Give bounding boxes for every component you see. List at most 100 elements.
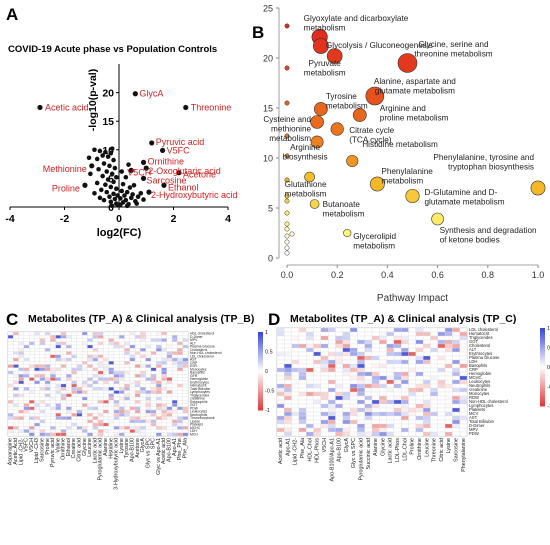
panel-c-column-label: Lysine xyxy=(119,438,125,453)
panel-c-cell xyxy=(29,370,35,375)
panel-c-cell xyxy=(103,422,109,427)
panel-a-point-label: Proline xyxy=(52,183,80,193)
panel-c-cell xyxy=(166,331,173,336)
panel-c-cell xyxy=(150,364,157,368)
panel-c-cell xyxy=(23,374,30,378)
panel-c-cell xyxy=(92,370,99,375)
panel-d-cell xyxy=(452,415,460,421)
panel-c-cell xyxy=(81,383,88,388)
panel-d-cell xyxy=(437,387,446,393)
panel-d-cell xyxy=(379,335,387,341)
panel-b-pathway-label-line: Phenylalanine, tyrosine and xyxy=(433,153,534,162)
panel-b-pathway-label-line: D-Glutamine and D- xyxy=(425,188,498,197)
panel-c-cell xyxy=(66,370,72,375)
panel-c-cell xyxy=(171,416,178,420)
panel-c-cell xyxy=(44,426,51,430)
panel-c-cell xyxy=(113,413,120,417)
panel-d-cell xyxy=(328,347,336,353)
panel-c-cell xyxy=(92,383,99,388)
panel-c-cell xyxy=(177,429,183,433)
panel-c-cell xyxy=(97,374,104,378)
panel-c-cell xyxy=(29,387,35,391)
panel-c-cell xyxy=(113,429,120,433)
panel-d-cell xyxy=(320,327,329,333)
panel-d-cell xyxy=(357,399,365,405)
panel-c-colorbar-swatch xyxy=(258,355,263,358)
panel-c-cell xyxy=(103,400,109,404)
panel-c-cell xyxy=(166,396,173,401)
panel-c-cell xyxy=(150,361,157,365)
panel-c-cell xyxy=(124,406,130,411)
panel-c-cell xyxy=(60,432,67,437)
panel-c-cell xyxy=(97,429,104,433)
panel-c-cell xyxy=(129,390,136,394)
panel-d-cell xyxy=(364,411,373,417)
panel-c-cell xyxy=(39,357,46,362)
panel-c-cell xyxy=(71,413,77,417)
panel-c-column-label: Ornithine xyxy=(61,438,67,460)
panel-c-cell xyxy=(13,354,19,359)
panel-c-cell xyxy=(23,335,30,339)
panel-d-cell xyxy=(423,387,431,393)
panel-d-cell xyxy=(364,351,373,357)
panel-d-cell xyxy=(342,343,351,349)
panel-d-cell xyxy=(401,335,409,341)
panel-c-colorbar-swatch xyxy=(258,386,263,390)
panel-c-cell xyxy=(7,374,14,378)
panel-d-cell xyxy=(276,367,285,373)
panel-d-colorbar-swatch xyxy=(540,404,545,407)
panel-c-cell xyxy=(34,370,40,375)
panel-d-cell xyxy=(349,371,358,377)
panel-c-cell xyxy=(29,341,35,346)
panel-c-cell xyxy=(182,403,189,407)
panel-c-column-label: Phe_Ala xyxy=(182,438,188,458)
panel-c-cell xyxy=(103,403,109,407)
panel-d-cell xyxy=(379,419,387,425)
panel-b-pathway-label-line: proline metabolism xyxy=(380,114,449,123)
panel-d-cell xyxy=(349,399,358,405)
panel-c-cell xyxy=(150,348,157,352)
panel-c-cell xyxy=(119,370,125,375)
panel-d-cell xyxy=(349,335,358,341)
panel-a-point xyxy=(112,196,118,202)
panel-d-cell xyxy=(320,383,329,389)
panel-d-cell xyxy=(298,359,307,365)
panel-c-cell xyxy=(18,344,25,349)
panel-c-cell xyxy=(97,338,104,342)
panel-c-cell xyxy=(119,361,125,365)
panel-c-cell xyxy=(129,361,136,365)
panel-c-cell xyxy=(134,331,141,336)
panel-c-row-label: Neutrophils xyxy=(190,413,208,417)
panel-d-colorbar-swatch xyxy=(540,400,545,403)
panel-a-title-text: COVID-19 Acute phase vs Population Contr… xyxy=(8,44,217,55)
panel-c-row-label: Lymphocytes xyxy=(190,390,210,394)
panel-c-cell xyxy=(113,387,120,391)
panel-d-cell xyxy=(320,423,329,429)
panel-c-cell xyxy=(44,351,51,355)
panel-a-point xyxy=(113,174,119,180)
panel-c-cell xyxy=(145,432,152,437)
panel-d-cell xyxy=(335,363,343,369)
panel-d-cell xyxy=(298,411,307,417)
panel-b-y-tick-label: 10 xyxy=(263,154,273,164)
panel-c-cell xyxy=(177,341,183,346)
panel-c-colorbar-swatch xyxy=(258,357,263,360)
panel-d-cell xyxy=(335,379,343,385)
panel-c-cell xyxy=(119,341,125,346)
panel-d-cell xyxy=(393,395,402,401)
panel-c-cell xyxy=(7,377,14,381)
panel-d-cell xyxy=(276,427,285,433)
panel-d-cell xyxy=(276,351,285,357)
panel-c-cell xyxy=(177,383,183,388)
panel-d-cell xyxy=(430,347,438,353)
panel-b-y-tick-label: 15 xyxy=(263,104,273,114)
panel-d-cell xyxy=(430,343,438,349)
panel-d-cell xyxy=(423,395,431,401)
panel-c-cell xyxy=(129,409,136,414)
panel-c-cell xyxy=(113,357,120,362)
panel-d-cell xyxy=(357,347,365,353)
panel-d-cell xyxy=(284,423,292,429)
panel-a-point xyxy=(101,197,107,203)
panel-c-cell xyxy=(50,383,56,388)
